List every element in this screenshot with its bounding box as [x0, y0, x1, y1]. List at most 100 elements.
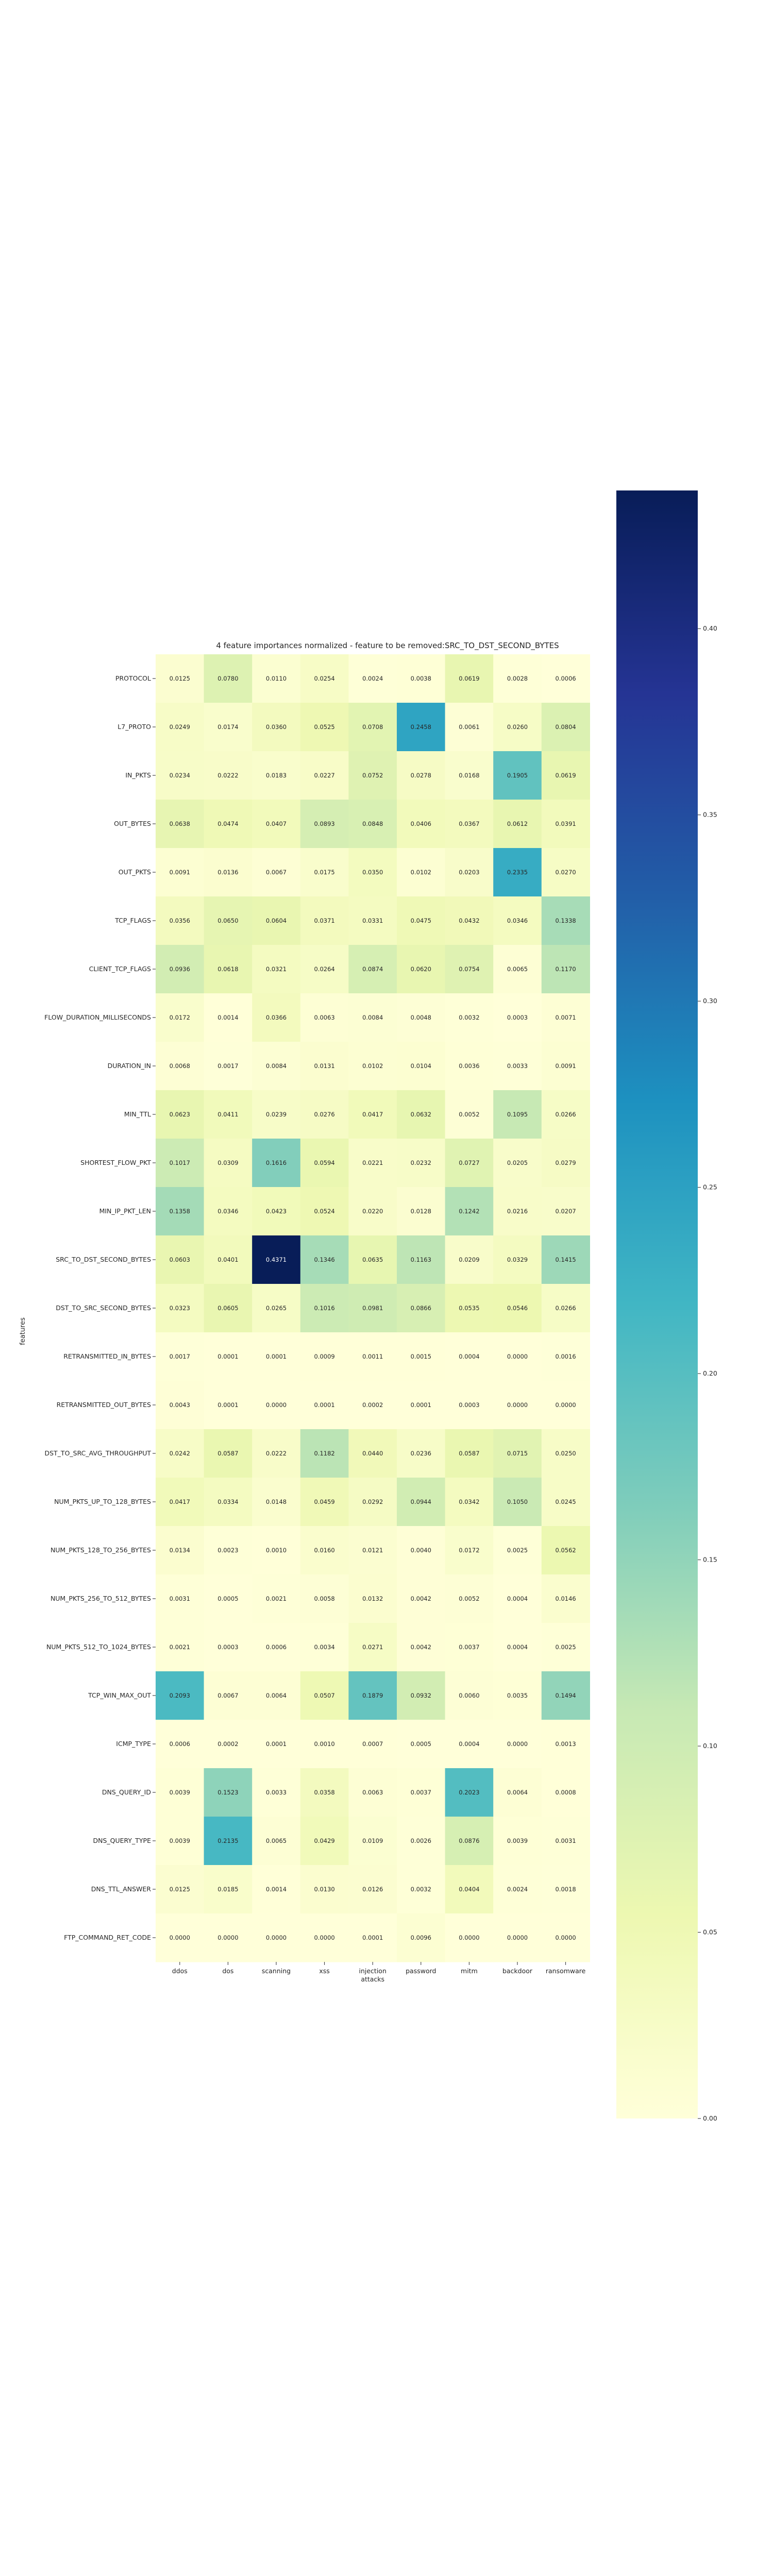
heatmap-cell — [204, 1284, 253, 1333]
heatmap-cell — [156, 1574, 205, 1623]
cell-value-label: 0.0160 — [314, 1547, 334, 1554]
cell-value-label: 0.0011 — [362, 1353, 383, 1360]
cell-value-label: 0.1905 — [507, 772, 528, 779]
heatmap-cell — [204, 1526, 253, 1575]
cell-value-label: 0.0136 — [217, 869, 238, 876]
cell-value-label: 0.0125 — [170, 675, 190, 682]
heatmap-cell — [204, 1768, 253, 1817]
cell-value-label: 0.0000 — [507, 1353, 528, 1360]
heatmap-cell — [445, 1574, 494, 1623]
heatmap-cell — [493, 1526, 542, 1575]
heatmap-cell — [252, 945, 301, 994]
cell-value-label: 0.0423 — [266, 1208, 287, 1215]
cell-value-label: 0.0026 — [411, 1837, 431, 1844]
cell-value-label: 0.1017 — [170, 1159, 190, 1166]
cell-value-label: 0.0058 — [314, 1595, 334, 1602]
cell-value-label: 0.2458 — [411, 723, 431, 731]
heatmap-cell — [541, 800, 590, 849]
cell-value-label: 0.0000 — [170, 1934, 190, 1941]
heatmap-cell — [493, 1284, 542, 1333]
cell-value-label: 0.0039 — [170, 1837, 190, 1844]
cell-value-label: 0.0001 — [362, 1934, 383, 1941]
heatmap-cell — [156, 1526, 205, 1575]
heatmap-cell — [397, 993, 446, 1042]
heatmap-cell — [156, 1090, 205, 1139]
cell-value-label: 0.0172 — [459, 1547, 479, 1554]
colorbar-tick-label: 0.15 — [703, 1556, 717, 1564]
cell-value-label: 0.0146 — [555, 1595, 576, 1602]
row-label: FLOW_DURATION_MILLISECONDS — [44, 1013, 151, 1021]
cell-value-label: 0.0203 — [459, 869, 479, 876]
cell-value-label: 0.0276 — [314, 1111, 334, 1118]
cell-value-label: 0.0715 — [507, 1450, 528, 1457]
heatmap-cell — [300, 896, 349, 945]
cell-value-label: 0.0209 — [459, 1256, 479, 1263]
cell-value-label: 0.0130 — [314, 1886, 334, 1893]
heatmap-cell — [397, 896, 446, 945]
heatmap-cell — [252, 703, 301, 752]
colorbar-gradient-bar — [616, 490, 698, 2119]
cell-value-label: 0.0000 — [266, 1401, 287, 1409]
cell-value-label: 0.0001 — [217, 1353, 238, 1360]
cell-value-label: 0.0028 — [507, 675, 528, 682]
cell-value-label: 0.0407 — [266, 820, 287, 827]
heatmap-cell — [445, 1090, 494, 1139]
heatmap-cell — [445, 848, 494, 897]
heatmap-cell — [493, 1720, 542, 1769]
heatmap-cell — [300, 800, 349, 849]
heatmap-cell — [252, 1381, 301, 1430]
cell-value-label: 0.0220 — [362, 1208, 383, 1215]
cell-value-label: 0.0250 — [555, 1450, 576, 1457]
cell-value-label: 0.0031 — [555, 1837, 576, 1844]
heatmap-cells: 0.0125 0.0780 0.0110 0.0254 0.0024 0.0038 0.06… — [156, 654, 590, 1962]
cell-value-label: 0.0031 — [170, 1595, 190, 1602]
colorbar-tick-label: 0.05 — [703, 1928, 717, 1936]
heatmap-cell — [300, 1478, 349, 1527]
heatmap-cell — [204, 654, 253, 703]
heatmap-cell — [493, 1671, 542, 1720]
row-label: DST_TO_SRC_SECOND_BYTES — [56, 1304, 151, 1312]
cell-value-label: 0.0507 — [314, 1692, 334, 1699]
cell-value-label: 0.0091 — [555, 1062, 576, 1070]
heatmap-cell — [348, 1574, 397, 1623]
heatmap-cell — [300, 1574, 349, 1623]
heatmap-cell — [252, 1235, 301, 1284]
heatmap-cell — [541, 1574, 590, 1623]
heatmap-cell — [397, 1332, 446, 1381]
heatmap-cell — [541, 1623, 590, 1672]
heatmap-cell — [493, 896, 542, 945]
row-label: MIN_TTL — [124, 1110, 151, 1118]
row-labels: PROTOCOL L7_PROTO IN_PKTS OUT_BYTES OUT_PKTS… — [44, 674, 156, 1941]
heatmap-cell — [156, 1623, 205, 1672]
cell-value-label: 0.0035 — [507, 1692, 528, 1699]
cell-value-label: 0.0148 — [266, 1498, 287, 1505]
cell-value-label: 0.0021 — [170, 1643, 190, 1651]
heatmap-cell — [300, 1429, 349, 1478]
cell-value-label: 0.0944 — [411, 1498, 431, 1505]
heatmap-cell — [300, 1720, 349, 1769]
cell-value-label: 0.0084 — [362, 1014, 383, 1021]
heatmap-cell — [156, 1284, 205, 1333]
cell-value-label: 0.0014 — [217, 1014, 238, 1021]
heatmap-cell — [204, 1865, 253, 1914]
heatmap-cell — [445, 1913, 494, 1962]
cell-value-label: 0.0848 — [362, 820, 383, 827]
heatmap-cell — [348, 1526, 397, 1575]
heatmap-cell — [252, 1720, 301, 1769]
row-label: TCP_FLAGS — [114, 917, 151, 924]
heatmap-cell — [252, 1865, 301, 1914]
heatmap-cell — [541, 1235, 590, 1284]
heatmap-cell — [397, 1574, 446, 1623]
cell-value-label: 0.0032 — [459, 1014, 479, 1021]
cell-value-label: 0.2135 — [217, 1837, 238, 1844]
cell-value-label: 0.0024 — [507, 1886, 528, 1893]
heatmap-cell — [156, 1187, 205, 1236]
cell-value-label: 0.0535 — [459, 1304, 479, 1312]
heatmap-cell — [397, 1187, 446, 1236]
heatmap-cell — [445, 1429, 494, 1478]
heatmap-cell — [397, 751, 446, 800]
cell-value-label: 0.0279 — [555, 1159, 576, 1166]
row-label: DNS_QUERY_ID — [102, 1788, 151, 1796]
cell-value-label: 0.0043 — [170, 1401, 190, 1409]
cell-value-label: 0.0254 — [314, 675, 334, 682]
